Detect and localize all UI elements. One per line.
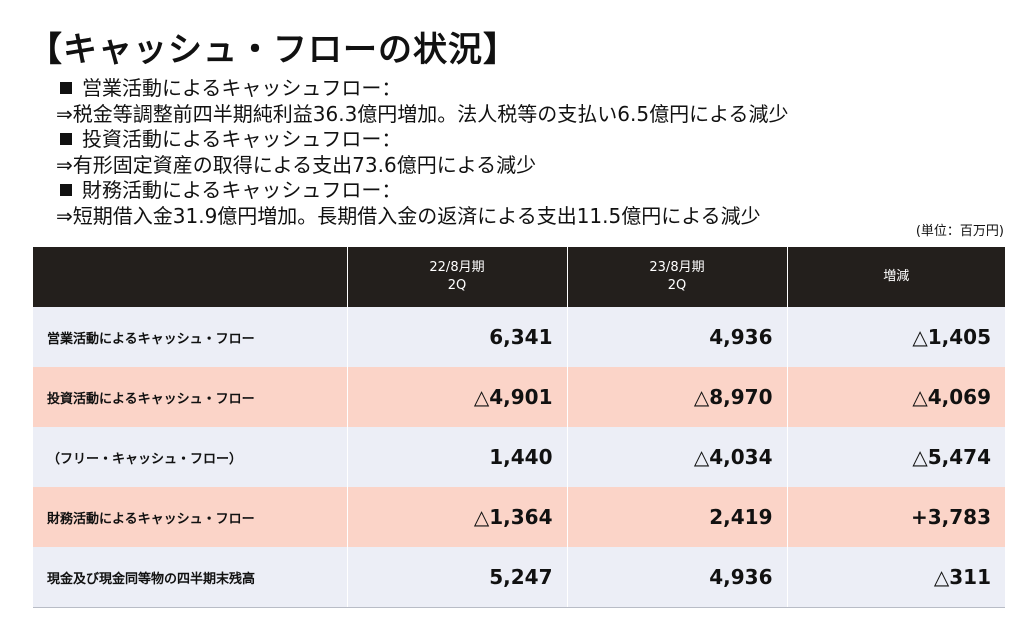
value-change: △311 [786,547,1005,608]
value-change: +3,783 [786,487,1005,547]
bullet-square-icon [60,133,72,145]
header-line2: 2Q [447,278,467,293]
row-label: 営業活動によるキャッシュ・フロー [33,307,347,367]
value-prev: 6,341 [346,307,567,367]
table-row: 営業活動によるキャッシュ・フロー 6,341 4,936 △1,405 [33,307,1005,367]
row-label: （フリー・キャッシュ・フロー） [33,427,347,487]
section-heading-financing: 財務活動によるキャッシュフロー： [58,178,789,204]
section-heading-text: 投資活動によるキャッシュフロー： [82,127,402,151]
value-current: 4,936 [566,547,787,608]
section-detail-financing: ⇒短期借入金31.9億円増加。長期借入金の返済による支出11.5億円による減少 [56,203,761,228]
value-change: △4,069 [786,367,1005,427]
row-label: 現金及び現金同等物の四半期末残高 [33,547,347,608]
header-line1: 23/8月期 [649,260,705,275]
header-line1: 22/8月期 [429,260,485,275]
header-prev-period: 22/8月期 2Q [346,247,567,307]
page-title: 【キャッシュ・フローの状況】 [28,30,518,70]
header-blank [33,247,347,307]
cashflow-table: 22/8月期 2Q 23/8月期 2Q 増減 営業活動によるキャッシュ・フロー … [33,247,1005,608]
value-current: △8,970 [566,367,787,427]
row-label: 財務活動によるキャッシュ・フロー [33,487,347,547]
bullet-square-icon [60,184,72,196]
value-prev: 1,440 [346,427,567,487]
row-label: 投資活動によるキャッシュ・フロー [33,367,347,427]
value-change: △1,405 [786,307,1005,367]
header-line1: 増減 [883,269,910,284]
section-heading-text: 財務活動によるキャッシュフロー： [82,178,402,202]
value-change: △5,474 [786,427,1005,487]
unit-label: (単位：百万円) [915,224,1004,239]
header-line2: 2Q [667,278,687,293]
section-heading-text: 営業活動によるキャッシュフロー： [82,76,402,100]
header-current-period: 23/8月期 2Q [566,247,787,307]
value-current: △4,034 [566,427,787,487]
table-row: 現金及び現金同等物の四半期末残高 5,247 4,936 △311 [33,547,1005,608]
header-change: 増減 [786,247,1005,307]
section-heading-operating: 営業活動によるキャッシュフロー： [58,76,789,102]
section-heading-investing: 投資活動によるキャッシュフロー： [58,127,789,153]
section-detail-investing: ⇒有形固定資産の取得による支出73.6億円による減少 [56,152,537,177]
table-row: 投資活動によるキャッシュ・フロー △4,901 △8,970 △4,069 [33,367,1005,427]
bullet-square-icon [60,82,72,94]
value-current: 2,419 [566,487,787,547]
value-current: 4,936 [566,307,787,367]
table-row: （フリー・キャッシュ・フロー） 1,440 △4,034 △5,474 [33,427,1005,487]
table-header-row: 22/8月期 2Q 23/8月期 2Q 増減 [33,247,1005,307]
section-detail-operating: ⇒税金等調整前四半期純利益36.3億円増加。法人税等の支払い6.5億円による減少 [56,101,789,126]
table-row: 財務活動によるキャッシュ・フロー △1,364 2,419 +3,783 [33,487,1005,547]
value-prev: △4,901 [346,367,567,427]
value-prev: △1,364 [346,487,567,547]
value-prev: 5,247 [346,547,567,608]
cashflow-summary: 営業活動によるキャッシュフロー： ⇒税金等調整前四半期純利益36.3億円増加。法… [56,76,789,229]
